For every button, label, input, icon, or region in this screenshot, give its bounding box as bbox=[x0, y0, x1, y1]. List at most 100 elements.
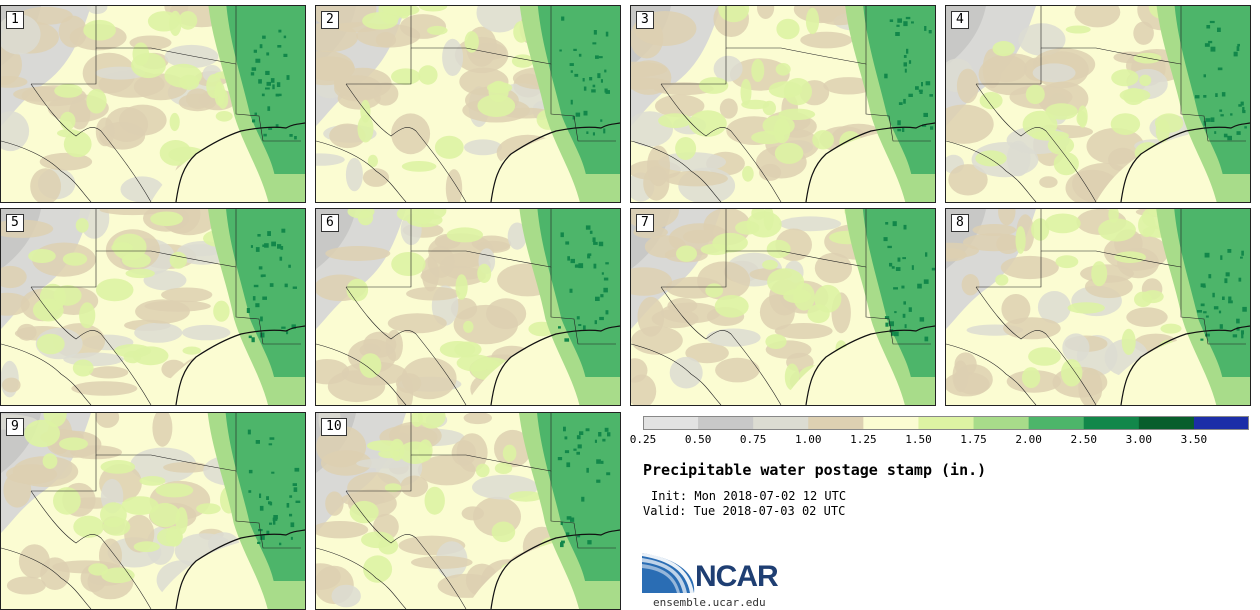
stamp-panel-4: 4 bbox=[945, 5, 1251, 203]
pw-speck bbox=[578, 324, 582, 326]
pw-speck bbox=[564, 436, 568, 440]
pw-speck bbox=[930, 126, 934, 130]
pw-blob bbox=[58, 15, 88, 48]
pw-blob bbox=[215, 111, 233, 122]
panel-number: 2 bbox=[321, 11, 339, 29]
pw-blob bbox=[401, 161, 437, 172]
pw-speck bbox=[600, 460, 604, 464]
pw-blob bbox=[1110, 113, 1141, 135]
pw-blob bbox=[316, 521, 369, 539]
coastline bbox=[805, 122, 935, 202]
moist-core bbox=[226, 209, 305, 377]
pw-blob bbox=[427, 25, 448, 35]
pw-blob bbox=[214, 81, 226, 106]
colorbar-tick-label: 0.75 bbox=[739, 433, 767, 446]
pw-blob bbox=[143, 270, 187, 291]
pw-blob bbox=[1076, 110, 1087, 126]
pw-blob bbox=[378, 537, 399, 555]
pw-speck bbox=[262, 244, 266, 247]
pw-blob bbox=[357, 210, 374, 226]
state-border bbox=[235, 64, 301, 142]
pw-speck bbox=[1217, 27, 1221, 32]
pw-speck bbox=[576, 316, 580, 320]
state-border bbox=[550, 64, 616, 142]
pw-blob bbox=[1, 44, 22, 86]
ncar-logo-text: NCAR bbox=[695, 560, 779, 593]
pw-blob bbox=[95, 117, 115, 147]
pw-blob bbox=[979, 92, 1003, 110]
pw-blob bbox=[169, 251, 187, 269]
pw-blob bbox=[956, 68, 979, 104]
pw-speck bbox=[1195, 95, 1200, 99]
pw-speck bbox=[893, 331, 899, 337]
pw-speck bbox=[1203, 95, 1207, 98]
pw-speck bbox=[257, 234, 261, 237]
pw-speck bbox=[250, 245, 253, 248]
pw-blob bbox=[475, 240, 511, 253]
pw-speck bbox=[266, 52, 270, 56]
pw-speck bbox=[251, 337, 255, 343]
pw-speck bbox=[1242, 306, 1247, 312]
pw-speck bbox=[286, 75, 290, 80]
pw-speck bbox=[908, 307, 912, 312]
pw-speck bbox=[902, 127, 905, 132]
pw-speck bbox=[252, 296, 256, 301]
pw-speck bbox=[896, 24, 900, 27]
pw-speck bbox=[890, 331, 894, 336]
pw-blob bbox=[362, 12, 399, 30]
pw-speck bbox=[294, 467, 300, 472]
colorbar-swatch bbox=[1193, 416, 1249, 430]
pw-speck bbox=[891, 266, 895, 269]
pw-speck bbox=[1205, 118, 1211, 122]
pw-speck bbox=[605, 31, 609, 37]
pw-blob bbox=[123, 350, 142, 364]
pw-speck bbox=[277, 244, 282, 249]
state-border bbox=[661, 48, 727, 85]
pw-blob bbox=[196, 503, 221, 515]
pw-blob bbox=[36, 333, 65, 355]
pw-blob bbox=[1028, 347, 1061, 366]
border-line bbox=[631, 343, 722, 405]
pw-speck bbox=[593, 30, 597, 35]
pw-speck bbox=[889, 321, 894, 327]
pw-speck bbox=[591, 89, 596, 93]
pw-blob bbox=[347, 472, 402, 504]
pw-blob bbox=[1031, 218, 1050, 241]
pw-blob bbox=[1039, 176, 1058, 188]
pw-speck bbox=[290, 522, 295, 528]
pw-blob bbox=[155, 483, 194, 498]
pw-blob bbox=[470, 42, 507, 61]
pw-speck bbox=[925, 252, 928, 257]
panel-number: 1 bbox=[6, 11, 24, 29]
pw-blob bbox=[165, 526, 183, 547]
pw-speck bbox=[598, 241, 604, 247]
pw-speck bbox=[560, 542, 564, 548]
pw-speck bbox=[276, 82, 281, 87]
ensemble-url[interactable]: ensemble.ucar.edu bbox=[653, 596, 766, 609]
precip-map bbox=[631, 6, 935, 202]
pw-speck bbox=[1200, 338, 1204, 341]
pw-speck bbox=[1240, 101, 1244, 106]
pw-blob bbox=[419, 6, 448, 12]
border-line bbox=[946, 140, 1037, 202]
pw-speck bbox=[593, 241, 598, 245]
pw-blob bbox=[779, 216, 842, 232]
pw-blob bbox=[975, 150, 1007, 167]
pw-speck bbox=[1236, 326, 1240, 331]
pw-speck bbox=[602, 438, 606, 442]
panel-number: 4 bbox=[951, 11, 969, 29]
pw-speck bbox=[893, 287, 898, 290]
pw-speck bbox=[600, 294, 604, 298]
pw-blob bbox=[751, 209, 766, 220]
pw-blob bbox=[316, 153, 345, 166]
pw-blob bbox=[95, 413, 120, 428]
pw-blob bbox=[751, 59, 765, 82]
pw-blob bbox=[385, 329, 403, 362]
pw-speck bbox=[266, 81, 271, 86]
pw-blob bbox=[79, 302, 96, 329]
pw-blob bbox=[72, 359, 94, 377]
border-line bbox=[345, 490, 467, 609]
precip-map bbox=[316, 413, 620, 609]
state-border bbox=[550, 471, 616, 549]
pw-speck bbox=[284, 283, 288, 288]
